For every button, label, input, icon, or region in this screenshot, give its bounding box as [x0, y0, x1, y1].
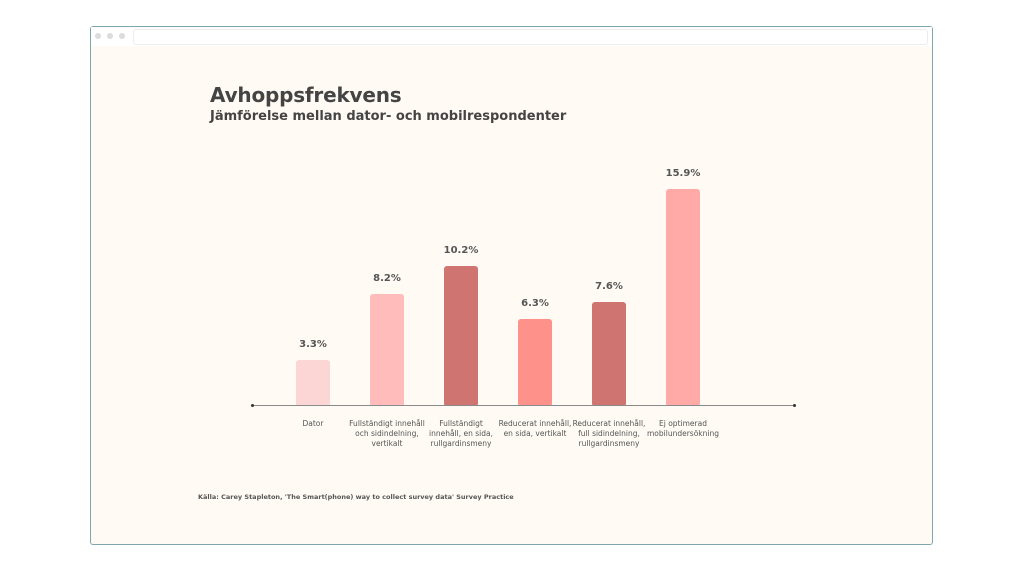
category-label: Ej optimerad mobilundersökning — [647, 419, 719, 438]
browser-window: Avhoppsfrekvens Jämförelse mellan dator-… — [90, 26, 933, 545]
chart-subtitle: Jämförelse mellan dator- och mobilrespon… — [210, 109, 567, 124]
bar-value-label: 15.9% — [665, 168, 701, 179]
source-note: Källa: Carey Stapleton, 'The Smart(phone… — [198, 493, 514, 501]
bar-value-label: 8.2% — [373, 273, 401, 284]
bar-value-label: 7.6% — [595, 281, 623, 292]
bar-value-label: 6.3% — [521, 298, 549, 309]
category-label: Fullständigt innehåll, en sida, rullgard… — [429, 419, 493, 448]
bar — [666, 189, 700, 405]
address-bar[interactable] — [133, 29, 928, 45]
bar — [296, 360, 330, 405]
close-dot-icon[interactable] — [95, 33, 101, 39]
axis-start-dot — [251, 404, 254, 407]
titlebar — [91, 27, 932, 46]
bar-value-label: 3.3% — [299, 339, 327, 350]
minimize-dot-icon[interactable] — [107, 33, 113, 39]
category-label: Dator — [302, 419, 324, 428]
bar — [518, 319, 552, 405]
chart-title: Avhoppsfrekvens — [210, 83, 402, 107]
category-label: Reducerat innehåll, full sidindelning, r… — [572, 419, 646, 448]
category-label: Fullständigt innehåll och sidindelning, … — [349, 419, 425, 448]
bar — [444, 266, 478, 405]
category-label: Reducerat innehåll, en sida, vertikalt — [498, 419, 572, 438]
bar — [592, 302, 626, 405]
axis-end-dot — [793, 404, 796, 407]
bar — [370, 294, 404, 405]
x-axis-line — [252, 405, 795, 406]
maximize-dot-icon[interactable] — [119, 33, 125, 39]
bar-value-label: 10.2% — [443, 245, 479, 256]
